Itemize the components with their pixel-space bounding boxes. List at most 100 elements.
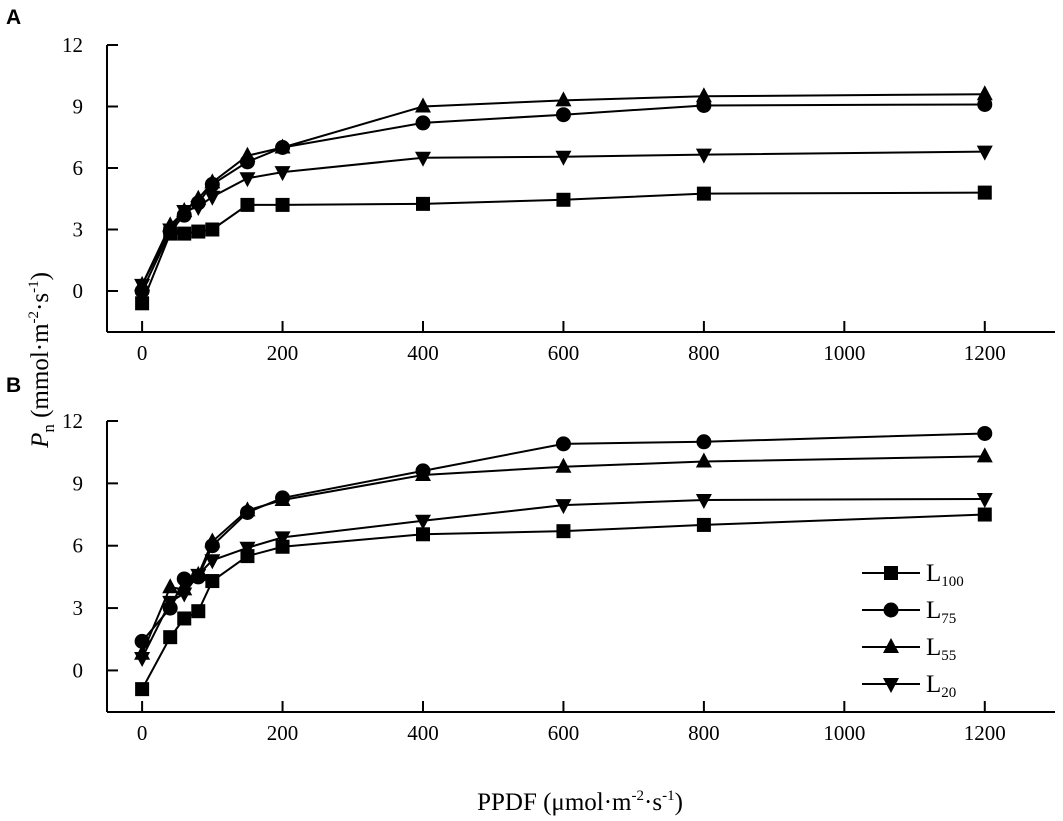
data-point-triangle-down — [190, 200, 207, 216]
y-tick-label: 12 — [62, 409, 83, 433]
data-point-triangle-up — [204, 173, 221, 189]
x-tick-label: 800 — [688, 721, 720, 745]
series-line — [141, 455, 985, 655]
data-point-triangle-down — [204, 554, 221, 570]
y-tick-label: 3 — [73, 218, 84, 242]
data-point-square — [177, 226, 192, 241]
data-point-square — [163, 630, 178, 645]
x-tick-label: 1000 — [823, 341, 865, 365]
x-tick-label: 400 — [407, 341, 439, 365]
data-point-triangle-down — [176, 587, 193, 603]
x-axis-label: PPDF (μmol·m-2·s-1) — [477, 788, 683, 816]
data-point-triangle-down — [695, 148, 712, 164]
data-point-triangle-up — [274, 490, 291, 506]
series-triangle-down — [134, 145, 993, 294]
data-point-triangle-down — [176, 205, 193, 221]
data-point-triangle-down — [190, 568, 207, 584]
data-point-square — [191, 224, 206, 239]
y-tick-label: 0 — [73, 279, 84, 303]
legend-label: L20 — [926, 671, 956, 701]
x-tick-label: 0 — [137, 341, 148, 365]
data-point-square — [275, 539, 290, 554]
x-tick-label: 1000 — [823, 721, 865, 745]
x-tick-label: 800 — [688, 341, 720, 365]
series-square — [135, 507, 992, 697]
data-point-triangle-down — [162, 223, 179, 239]
data-point-square — [205, 574, 220, 589]
data-point-triangle-down — [134, 651, 151, 667]
data-point-circle — [977, 96, 993, 112]
data-point-square — [977, 185, 992, 200]
data-point-square — [177, 611, 192, 626]
data-point-triangle-up — [976, 85, 993, 101]
series-triangle-down — [134, 492, 993, 667]
data-point-square — [977, 507, 992, 522]
y-tick-label: 9 — [73, 471, 84, 495]
panel-label: A — [6, 6, 21, 29]
data-point-triangle-down — [555, 150, 572, 166]
data-point-triangle-down — [976, 145, 993, 161]
data-point-triangle-down — [274, 166, 291, 182]
data-point-square — [416, 196, 430, 211]
data-point-triangle-down — [239, 172, 256, 188]
series-line — [141, 191, 985, 304]
legend-label: L75 — [926, 597, 956, 627]
x-tick-label: 1200 — [964, 721, 1006, 745]
y-axis-label: Pn (mmol·m-2·s-1) — [26, 272, 58, 449]
legend-marker-triangle-down — [883, 678, 899, 693]
data-point-triangle-up — [695, 87, 712, 103]
data-point-square — [135, 296, 150, 311]
data-point-triangle-down — [239, 541, 256, 557]
data-point-triangle-up — [555, 91, 572, 107]
data-point-circle — [977, 425, 993, 441]
y-tick-label: 6 — [73, 534, 84, 558]
data-point-square — [696, 517, 711, 532]
legend-marker-circle — [883, 602, 899, 618]
y-tick-label: 9 — [73, 95, 84, 119]
data-point-triangle-up — [239, 501, 256, 517]
x-tick-label: 600 — [548, 721, 580, 745]
legend: L100 L75 L55 L20 — [862, 560, 964, 701]
data-point-triangle-down — [274, 531, 291, 547]
series-square — [135, 185, 992, 311]
legend-label: L100 — [926, 560, 964, 590]
data-point-triangle-down — [204, 190, 221, 206]
panel-A: A 0 3 6 9 12 0 200 400 600 800 1000 1200 — [6, 6, 1055, 365]
panel-B: B 0 3 6 9 12 0 200 400 600 800 1000 1200 L100 L75 L55 L2… — [6, 374, 1055, 745]
data-point-square — [416, 527, 430, 542]
data-point-triangle-up — [976, 447, 993, 463]
data-point-triangle-up — [162, 578, 179, 594]
data-point-triangle-up — [204, 532, 221, 548]
y-tick-label: 6 — [73, 156, 84, 180]
x-tick-label: 1200 — [964, 341, 1006, 365]
data-point-circle — [555, 436, 571, 452]
data-point-triangle-up — [415, 466, 431, 482]
data-point-circle — [555, 107, 571, 123]
legend-marker-triangle-up — [883, 638, 899, 653]
series-line — [141, 93, 985, 286]
data-point-square — [240, 197, 255, 212]
data-point-triangle-up — [555, 457, 572, 473]
data-point-circle — [415, 115, 431, 131]
y-tick-label: 12 — [62, 33, 83, 57]
data-point-square — [191, 604, 206, 619]
data-point-triangle-up — [274, 138, 291, 154]
data-point-square — [696, 186, 711, 201]
series-line — [141, 497, 985, 659]
data-point-square — [135, 682, 150, 697]
panel-label: B — [6, 374, 21, 397]
data-point-triangle-down — [695, 493, 712, 509]
series-line — [141, 150, 985, 286]
data-point-square — [556, 524, 571, 539]
x-tick-label: 400 — [407, 721, 439, 745]
y-tick-label: 0 — [73, 658, 84, 682]
data-point-circle — [696, 434, 712, 450]
data-point-triangle-up — [239, 146, 256, 162]
data-point-square — [205, 222, 220, 237]
data-point-triangle-up — [695, 452, 712, 468]
data-point-circle — [176, 571, 192, 587]
data-point-triangle-down — [415, 151, 431, 167]
data-point-triangle-down — [134, 278, 151, 294]
